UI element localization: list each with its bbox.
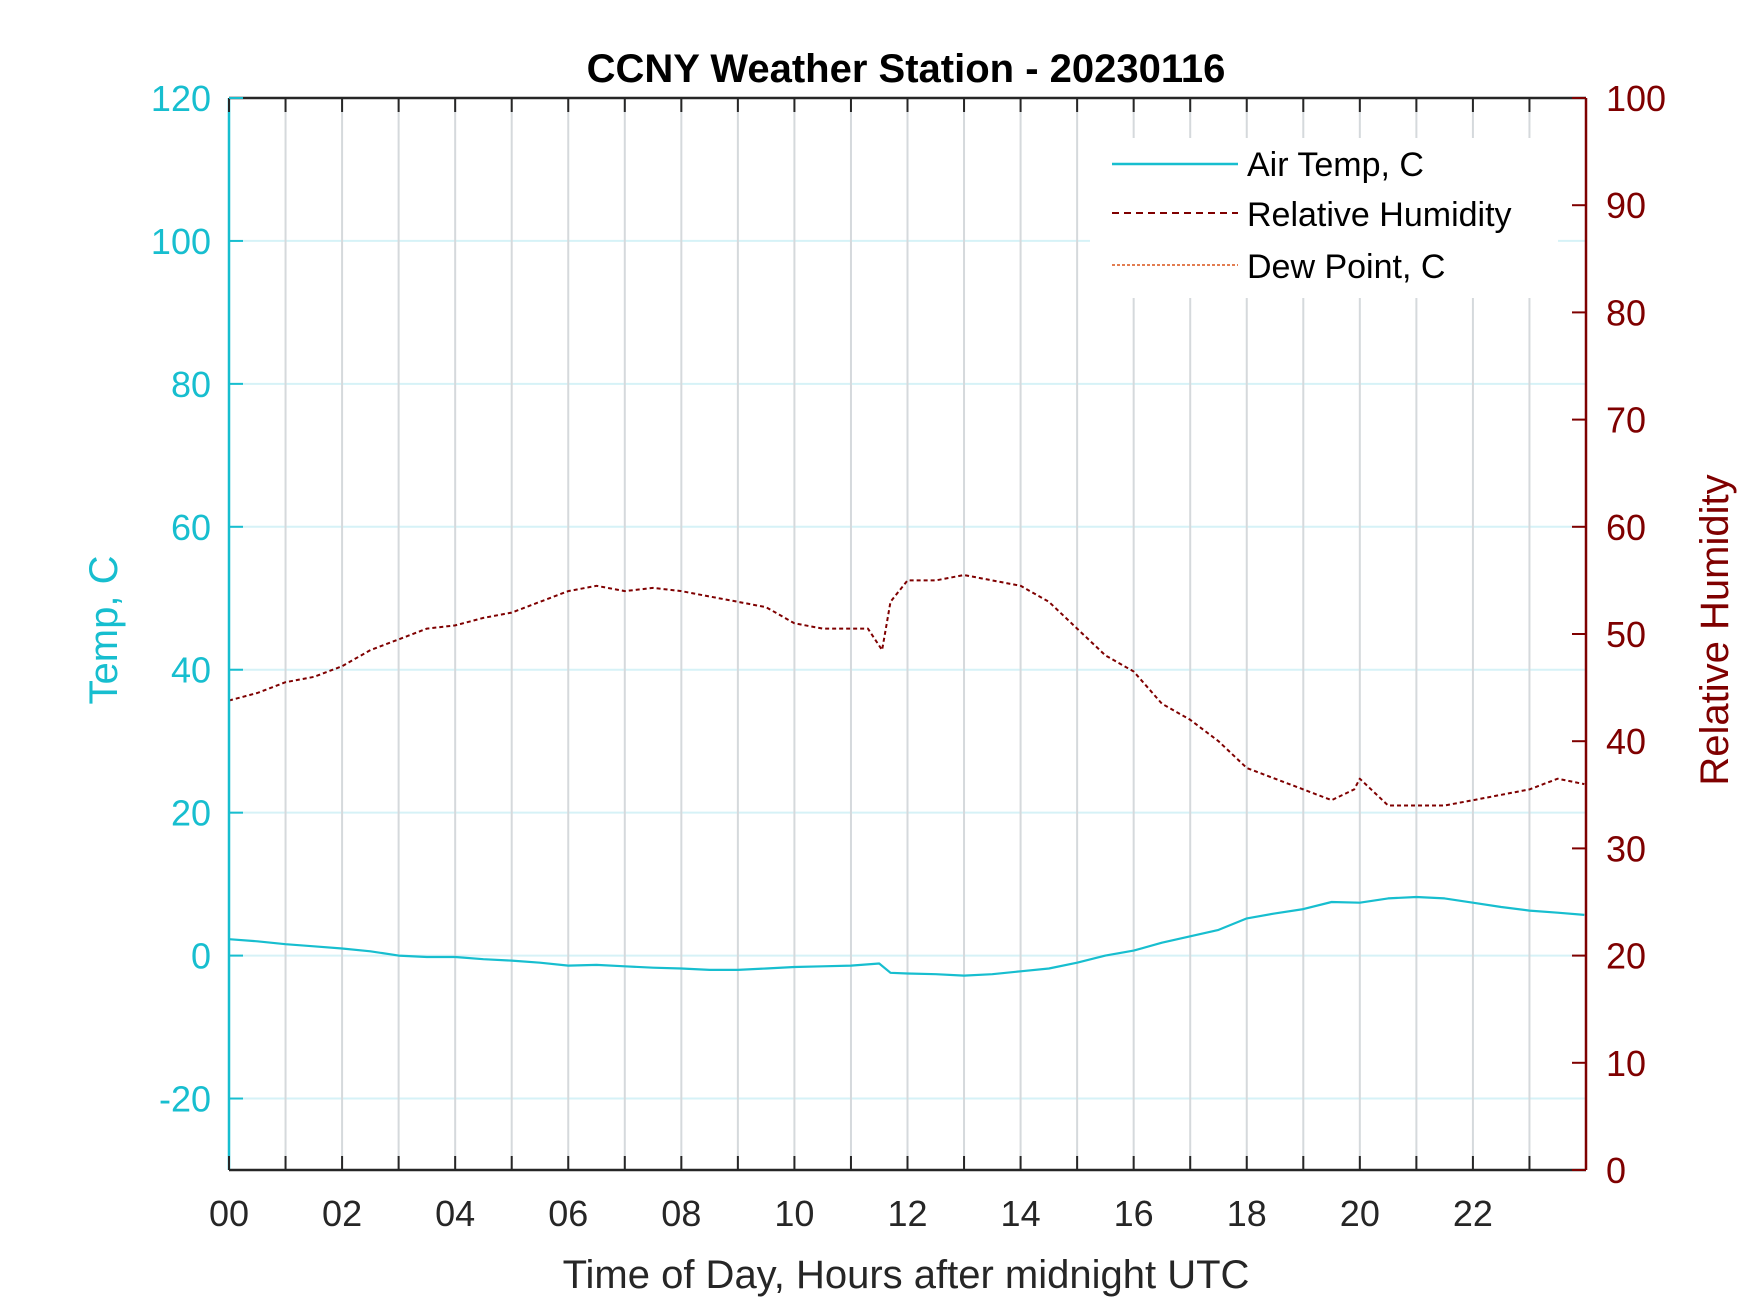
x-tick-label: 14 (1001, 1193, 1041, 1234)
y-right-tick-label: 10 (1606, 1043, 1646, 1084)
legend-label-relative-humidity: Relative Humidity (1247, 196, 1512, 234)
chart-title: CCNY Weather Station - 20230116 (587, 47, 1226, 91)
series-line-relative-humidity (228, 574, 1585, 807)
x-tick-label: 20 (1340, 1193, 1380, 1234)
y-right-axis-title: Relative Humidity (1693, 474, 1737, 785)
x-tick-label: 00 (209, 1193, 249, 1234)
y-left-tick-label: 80 (171, 364, 211, 405)
y-right-tick-label: 20 (1606, 936, 1646, 977)
y-left-tick-label: 60 (171, 507, 211, 548)
y-left-tick-label: -20 (159, 1079, 211, 1120)
x-tick-label: 10 (774, 1193, 814, 1234)
y-left-tick-label: 0 (191, 936, 211, 977)
x-axis-title: Time of Day, Hours after midnight UTC (563, 1253, 1250, 1297)
y-left-tick-label: 20 (171, 793, 211, 834)
x-tick-label: 04 (435, 1193, 475, 1234)
y-right-tick-label: 50 (1606, 614, 1646, 655)
y-left-tick-label: 40 (171, 650, 211, 691)
x-tick-label: 22 (1453, 1193, 1493, 1234)
x-tick-label: 02 (322, 1193, 362, 1234)
x-tick-label: 12 (887, 1193, 927, 1234)
legend-label-air-temp: Air Temp, C (1247, 146, 1424, 184)
y-right-tick-label: 100 (1606, 78, 1666, 119)
x-tick-label: 08 (661, 1193, 701, 1234)
x-tick-label: 16 (1114, 1193, 1154, 1234)
grid (228, 97, 1586, 1170)
y-right-tick-label: 0 (1606, 1150, 1626, 1191)
y-right-tick-label: 60 (1606, 507, 1646, 548)
y-right-tick-label: 40 (1606, 721, 1646, 762)
y-left-tick-label: 120 (151, 78, 211, 119)
y-left-axis-title: Temp, C (82, 556, 126, 705)
axes: 00 02 04 06 08 10 12 14 16 18 20 22-200204060801001… (151, 78, 1666, 1234)
x-tick-label: 18 (1227, 1193, 1267, 1234)
x-tick-label: 06 (548, 1193, 588, 1234)
y-right-tick-label: 90 (1606, 185, 1646, 226)
y-left-tick-label: 100 (151, 221, 211, 262)
series-line-air-temp-c (228, 895, 1585, 977)
legend-label-dew-point: Dew Point, C (1247, 248, 1445, 286)
y-right-tick-label: 70 (1606, 400, 1646, 441)
y-right-tick-label: 80 (1606, 292, 1646, 333)
series-layer (228, 574, 1585, 977)
legend: Air Temp, C Relative Humidity Dew Point,… (1090, 138, 1558, 298)
y-right-tick-label: 30 (1606, 828, 1646, 869)
